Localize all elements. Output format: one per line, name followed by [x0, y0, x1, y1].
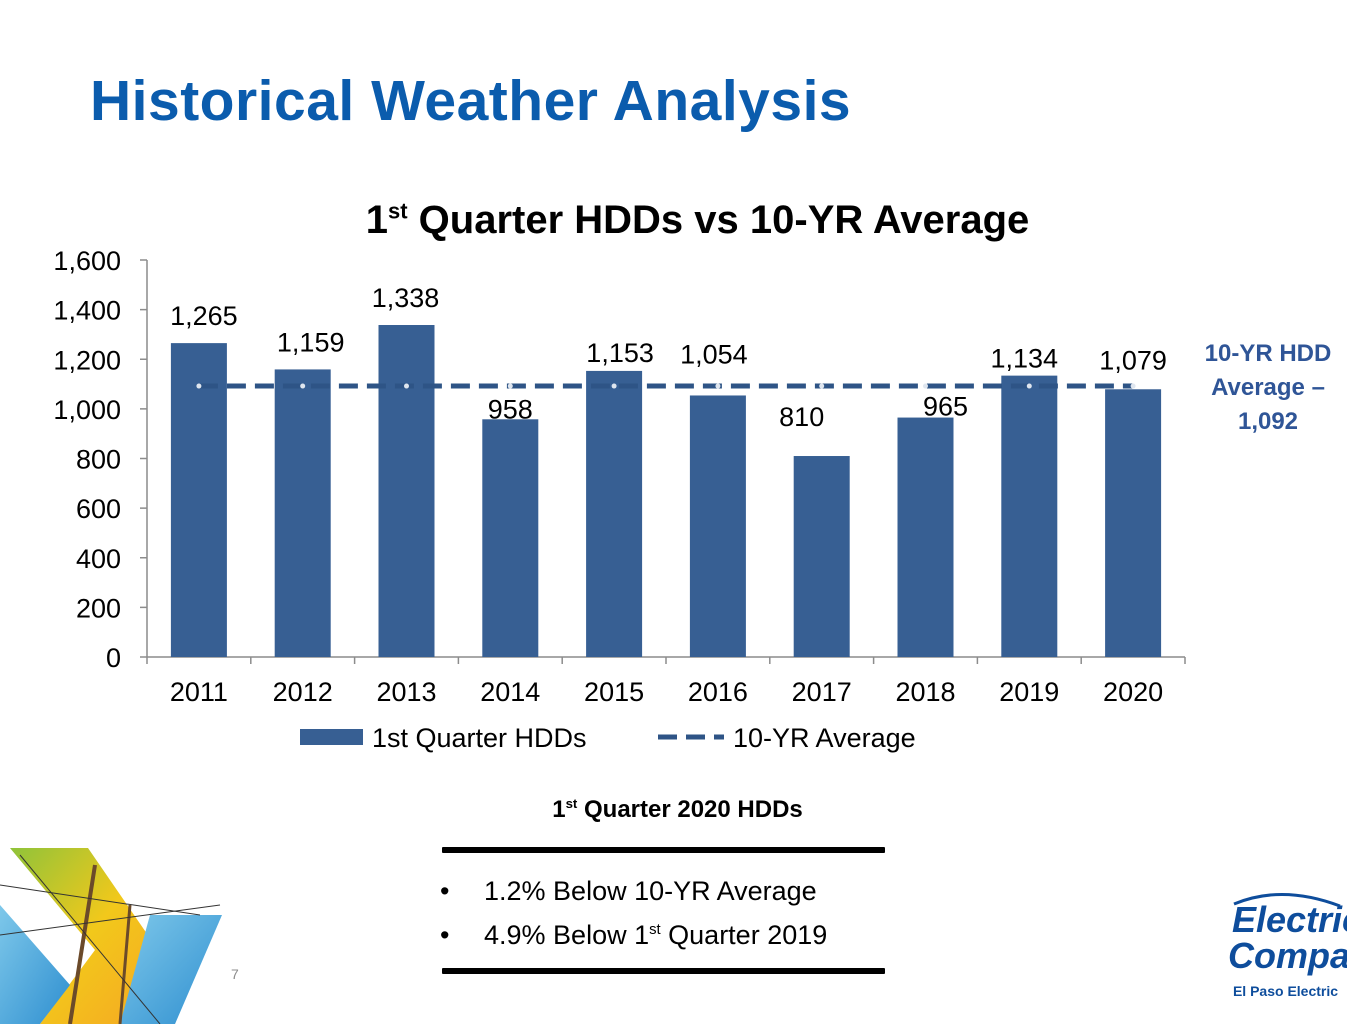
y-tick-label: 400: [76, 544, 121, 574]
decorative-power-line-graphic: [0, 848, 222, 1024]
summary-bullet-2: • 4.9% Below 1st Quarter 2019: [440, 920, 828, 950]
legend-line-label: 10-YR Average: [733, 723, 916, 753]
average-point: [196, 383, 202, 389]
average-point: [819, 383, 825, 389]
data-label-2019: 1,134: [991, 344, 1059, 374]
bar-2020: [1105, 389, 1162, 657]
average-point: [1130, 383, 1136, 389]
page-number: 7: [231, 966, 239, 982]
bar-2013: [378, 325, 435, 657]
average-callout-line1: 10-YR HDD: [1204, 340, 1332, 367]
y-tick-label: 1,600: [53, 246, 121, 276]
data-label-2018: 965: [923, 392, 968, 422]
bar-2015: [586, 370, 643, 657]
x-tick-label: 2014: [480, 677, 540, 707]
bar-2019: [1001, 375, 1058, 657]
y-tick-label: 600: [76, 494, 121, 524]
data-label-2015: 1,153: [586, 338, 654, 368]
summary-rule-bottom: [442, 968, 885, 974]
legend-bar-label: 1st Quarter HDDs: [372, 723, 587, 753]
hdd-bar-chart: 0 200 400 600 800 1,000 1,200 1,400 1,600 1,265 1,…: [53, 246, 1186, 753]
x-tick-label: 2020: [1103, 677, 1163, 707]
x-tick-label: 2012: [273, 677, 333, 707]
x-tick-label: 2017: [792, 677, 852, 707]
y-tick-label: 1,200: [53, 345, 121, 375]
logo-script-line2: Company: [1228, 935, 1347, 976]
bar-2014: [482, 419, 539, 657]
data-label-2020: 1,079: [1099, 345, 1167, 375]
chart-title: 1st Quarter HDDs vs 10-YR Average: [365, 198, 1030, 242]
x-tick-label: 2016: [688, 677, 748, 707]
x-tick-label: 2015: [584, 677, 644, 707]
summary-bullet-1: • 1.2% Below 10-YR Average: [440, 876, 817, 906]
average-point: [611, 383, 617, 389]
bar-2011: [170, 343, 227, 657]
legend-bar-swatch: [300, 729, 363, 745]
average-callout-line2: Average –: [1211, 374, 1325, 401]
bar-2016: [689, 395, 746, 657]
data-label-2011: 1,265: [170, 301, 238, 331]
average-point: [923, 383, 928, 389]
data-label-2014: 958: [488, 394, 533, 424]
average-point: [715, 383, 721, 389]
el-paso-electric-logo: Electric Company: [1228, 892, 1347, 976]
logo-script-line1: Electric: [1232, 899, 1347, 940]
y-tick-label: 1,400: [53, 296, 121, 326]
bar-2018: [897, 417, 954, 657]
x-tick-label: 2019: [999, 677, 1059, 707]
x-tick-label: 2013: [376, 677, 436, 707]
data-label-2013: 1,338: [372, 283, 440, 313]
summary-rule-top: [442, 847, 885, 853]
slide-title: Historical Weather Analysis: [90, 69, 852, 133]
y-tick-label: 800: [76, 445, 121, 475]
bar-2017: [793, 456, 850, 657]
average-point: [507, 383, 513, 389]
data-label-2016: 1,054: [680, 339, 748, 369]
y-tick-label: 200: [76, 593, 121, 623]
average-point: [300, 383, 306, 389]
data-label-2012: 1,159: [277, 327, 345, 357]
average-point: [404, 383, 409, 389]
y-tick-label: 0: [106, 643, 121, 673]
summary-title: 1st Quarter 2020 HDDs: [552, 796, 803, 823]
logo-company-name: El Paso Electric: [1232, 983, 1339, 999]
data-label-2017: 810: [779, 402, 824, 432]
bar-2012: [274, 369, 331, 657]
x-tick-label: 2011: [170, 677, 228, 707]
x-tick-label: 2018: [895, 677, 955, 707]
average-callout-value: 1,092: [1237, 408, 1299, 435]
y-tick-label: 1,000: [53, 395, 121, 425]
average-callout: 10-YR HDD Average – 1,092: [1183, 337, 1353, 439]
average-point: [1026, 383, 1032, 389]
